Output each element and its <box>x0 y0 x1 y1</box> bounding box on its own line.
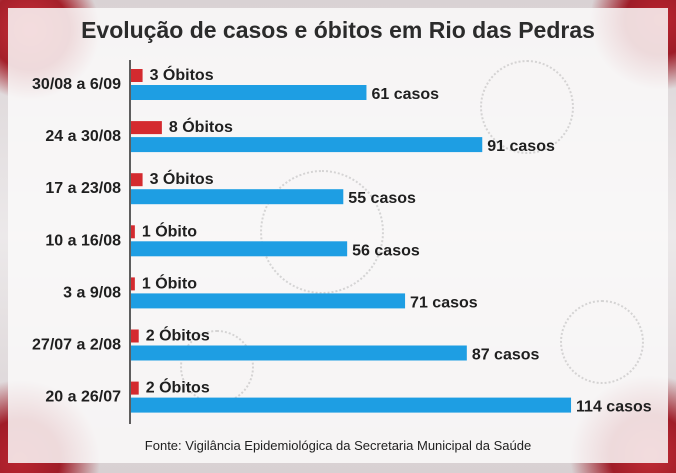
cases-bar <box>131 189 344 205</box>
cases-label: 114 casos <box>576 399 652 416</box>
deaths-bar <box>131 329 139 343</box>
cases-label: 55 casos <box>348 190 416 207</box>
bars-group: 30/08 a 6/09 3 Óbitos 61 casos 24 a 30/08 8 … <box>32 65 652 416</box>
cases-bar <box>131 85 367 100</box>
cases-bar <box>131 241 348 257</box>
chart-title: Evolução de casos e óbitos em Rio das Pe… <box>81 17 595 43</box>
category-label: 27/07 a 2/08 <box>32 337 121 354</box>
deaths-label: 1 Óbito <box>142 273 197 292</box>
category-label: 3 a 9/08 <box>63 284 121 301</box>
virus-decoration <box>480 60 574 154</box>
category-label: 20 a 26/07 <box>45 389 121 406</box>
deaths-label: 2 Óbitos <box>146 378 210 397</box>
deaths-label: 2 Óbitos <box>146 326 210 345</box>
deaths-label: 8 Óbitos <box>169 117 233 136</box>
chart-source: Fonte: Vigilância Epidemiológica da Secr… <box>144 438 532 453</box>
cases-bar <box>131 137 483 153</box>
deaths-bar <box>131 225 135 239</box>
category-label: 30/08 a 6/09 <box>32 76 121 93</box>
deaths-bar <box>131 173 143 187</box>
cases-label: 91 casos <box>487 138 555 155</box>
deaths-bar <box>131 69 143 82</box>
virus-decoration <box>560 300 644 384</box>
cases-bar <box>131 397 572 413</box>
deaths-bar <box>131 277 135 291</box>
deaths-bar <box>131 121 162 135</box>
deaths-bar <box>131 381 139 395</box>
category-label: 10 a 16/08 <box>45 232 121 249</box>
cases-bar <box>131 293 406 309</box>
category-label: 17 a 23/08 <box>45 180 121 197</box>
cases-label: 71 casos <box>410 294 478 311</box>
cases-label: 61 casos <box>371 86 439 103</box>
deaths-label: 1 Óbito <box>142 221 197 240</box>
deaths-label: 3 Óbitos <box>150 169 214 188</box>
cases-label: 56 casos <box>352 242 420 259</box>
deaths-label: 3 Óbitos <box>150 65 214 84</box>
category-label: 24 a 30/08 <box>45 128 121 145</box>
virus-decoration <box>260 170 384 294</box>
cases-label: 87 casos <box>472 347 540 364</box>
cases-bar <box>131 345 467 361</box>
